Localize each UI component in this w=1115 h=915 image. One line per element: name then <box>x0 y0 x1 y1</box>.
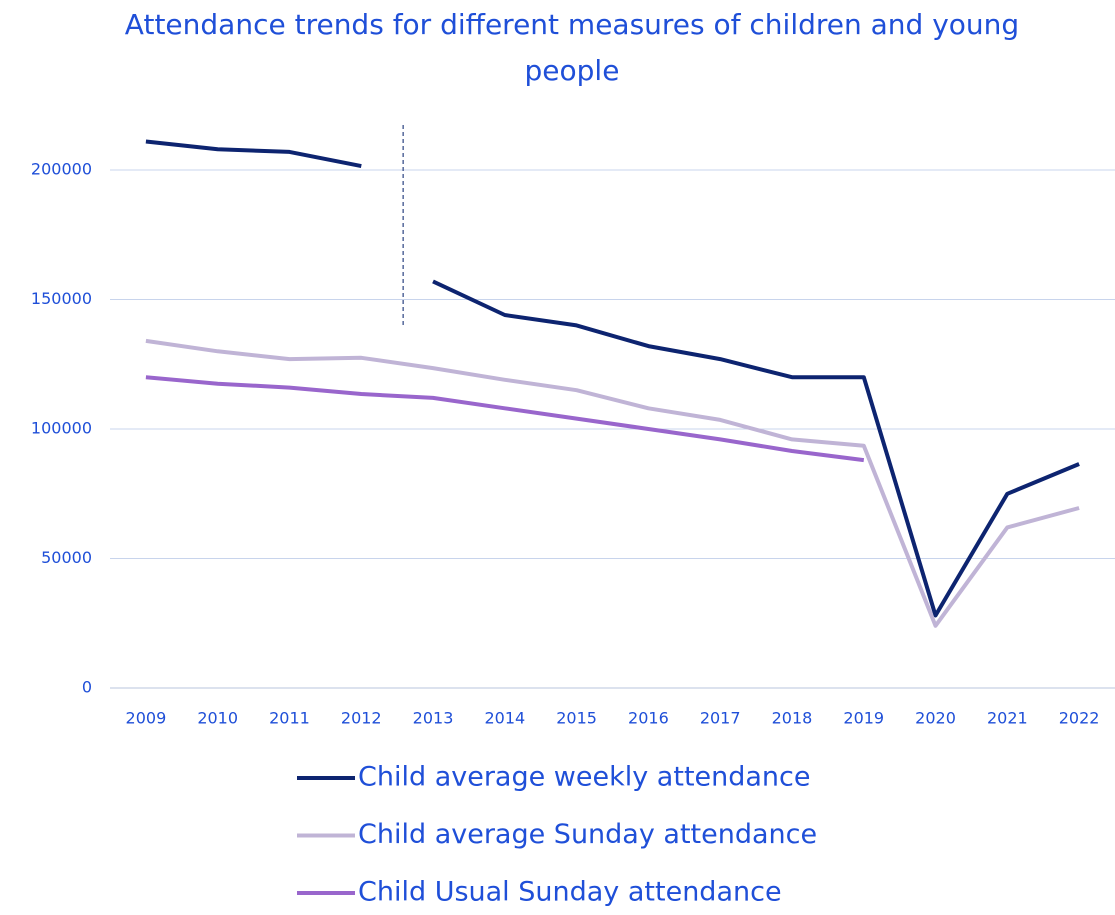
x-tick-label: 2021 <box>987 709 1028 728</box>
legend-label: Child Usual Sunday attendance <box>358 877 782 908</box>
chart-title: Attendance trends for different measures… <box>124 8 1020 87</box>
series-line <box>145 139 362 169</box>
x-tick-label: 2022 <box>1059 709 1100 728</box>
y-tick-label: 200000 <box>31 160 92 179</box>
x-tick-label: 2020 <box>915 709 956 728</box>
x-tick-label: 2009 <box>126 709 167 728</box>
series-line <box>145 338 1080 628</box>
y-tick-label: 0 <box>82 678 92 697</box>
x-tick-label: 2013 <box>413 709 454 728</box>
x-tick-label: 2012 <box>341 709 382 728</box>
x-tick-label: 2014 <box>484 709 525 728</box>
series-line <box>432 279 1080 618</box>
x-tick-label: 2010 <box>197 709 238 728</box>
legend-label: Child average Sunday attendance <box>358 819 817 850</box>
y-tick-label: 150000 <box>31 289 92 308</box>
x-tick-label: 2017 <box>700 709 741 728</box>
series-line <box>145 375 865 463</box>
legend-label: Child average weekly attendance <box>358 762 811 793</box>
y-tick-label: 100000 <box>31 419 92 438</box>
x-tick-label: 2016 <box>628 709 669 728</box>
x-tick-label: 2019 <box>843 709 884 728</box>
x-tick-label: 2015 <box>556 709 597 728</box>
x-tick-label: 2011 <box>269 709 310 728</box>
y-tick-label: 50000 <box>41 548 92 567</box>
x-tick-label: 2018 <box>772 709 813 728</box>
